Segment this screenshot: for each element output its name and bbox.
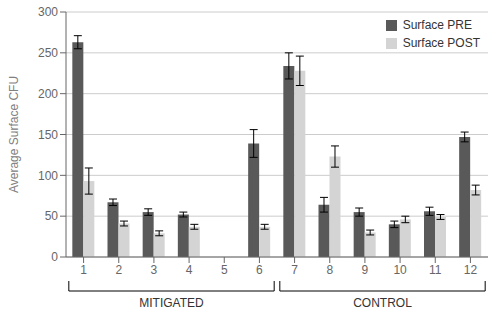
svg-text:100: 100 <box>38 169 58 183</box>
svg-text:MITIGATED: MITIGATED <box>139 296 204 310</box>
svg-text:8: 8 <box>326 263 333 277</box>
svg-text:CONTROL: CONTROL <box>353 296 412 310</box>
svg-text:5: 5 <box>221 263 228 277</box>
svg-text:150: 150 <box>38 128 58 142</box>
svg-text:2: 2 <box>115 263 122 277</box>
svg-text:10: 10 <box>393 263 407 277</box>
svg-text:0: 0 <box>51 250 58 264</box>
svg-text:11: 11 <box>429 263 442 277</box>
svg-text:Average Surface CFU: Average Surface CFU <box>8 76 21 193</box>
svg-text:9: 9 <box>362 263 369 277</box>
html-text:Surface POST: Surface POST <box>402 36 480 50</box>
html-text:Surface PRE: Surface PRE <box>402 18 472 32</box>
svg-text:1: 1 <box>80 263 87 277</box>
svg-text:7: 7 <box>291 263 298 277</box>
svg-text:200: 200 <box>38 87 58 101</box>
svg-text:3: 3 <box>151 263 158 277</box>
svg-text:300: 300 <box>38 5 58 19</box>
svg-text:50: 50 <box>45 209 59 223</box>
svg-text:12: 12 <box>464 263 478 277</box>
svg-text:4: 4 <box>186 263 193 277</box>
svg-text:6: 6 <box>256 263 263 277</box>
svg-text:250: 250 <box>38 46 58 60</box>
